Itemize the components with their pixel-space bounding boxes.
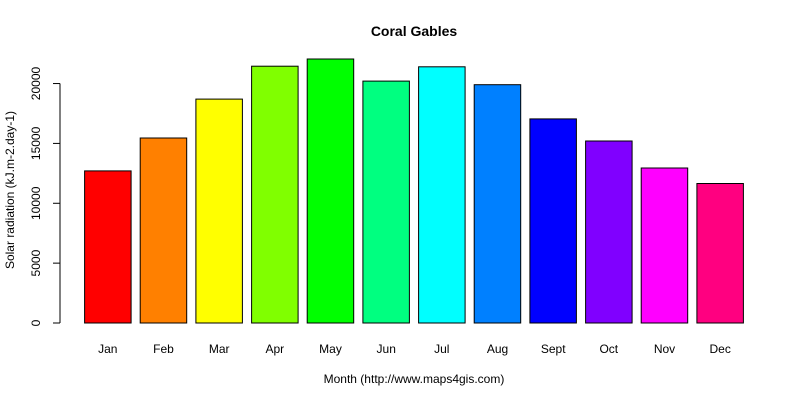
bar-aug — [473, 84, 522, 324]
x-tick-label: Jul — [434, 342, 449, 356]
bar-apr — [251, 65, 299, 324]
bars — [84, 58, 744, 324]
y-tick-label: 15000 — [29, 126, 43, 160]
bar-oct — [585, 140, 633, 324]
x-tick-label: Nov — [654, 342, 675, 356]
x-axis-label: Month (http://www.maps4gis.com) — [324, 372, 505, 386]
bar-nov — [640, 167, 689, 324]
x-tick-label: Oct — [599, 342, 618, 356]
bar-jul — [418, 66, 466, 324]
bar-sept — [529, 118, 577, 324]
bar-jun — [362, 80, 410, 324]
x-tick-label: Dec — [710, 342, 731, 356]
y-tick-label: 0 — [29, 319, 43, 326]
bar-jan — [84, 170, 132, 324]
bar-dec — [696, 183, 744, 324]
x-tick-label: May — [319, 342, 342, 356]
x-tick-label: Aug — [487, 342, 508, 356]
x-tick-label: Jan — [98, 342, 117, 356]
y-axis: 0 5000 10000 15000 20000 — [29, 66, 61, 326]
x-tick-label: Feb — [153, 342, 174, 356]
x-tick-label: Sept — [541, 342, 566, 356]
x-tick-label: Apr — [265, 342, 284, 356]
y-tick-label: 5000 — [29, 249, 43, 276]
bar-mar — [195, 98, 243, 324]
y-tick-label: 10000 — [29, 186, 43, 220]
bar-may — [306, 58, 355, 324]
y-tick-label: 20000 — [29, 66, 43, 100]
chart-title: Coral Gables — [371, 23, 458, 39]
x-tick-label: Jun — [377, 342, 396, 356]
x-tick-label: Mar — [209, 342, 230, 356]
y-axis-label: Solar radiation (kJ.m-2.day-1) — [3, 111, 17, 269]
x-tick-labels: Jan Feb Mar Apr May Jun Jul Aug Sept Oct Nov Dec — [98, 342, 731, 356]
bar-feb — [139, 137, 188, 324]
